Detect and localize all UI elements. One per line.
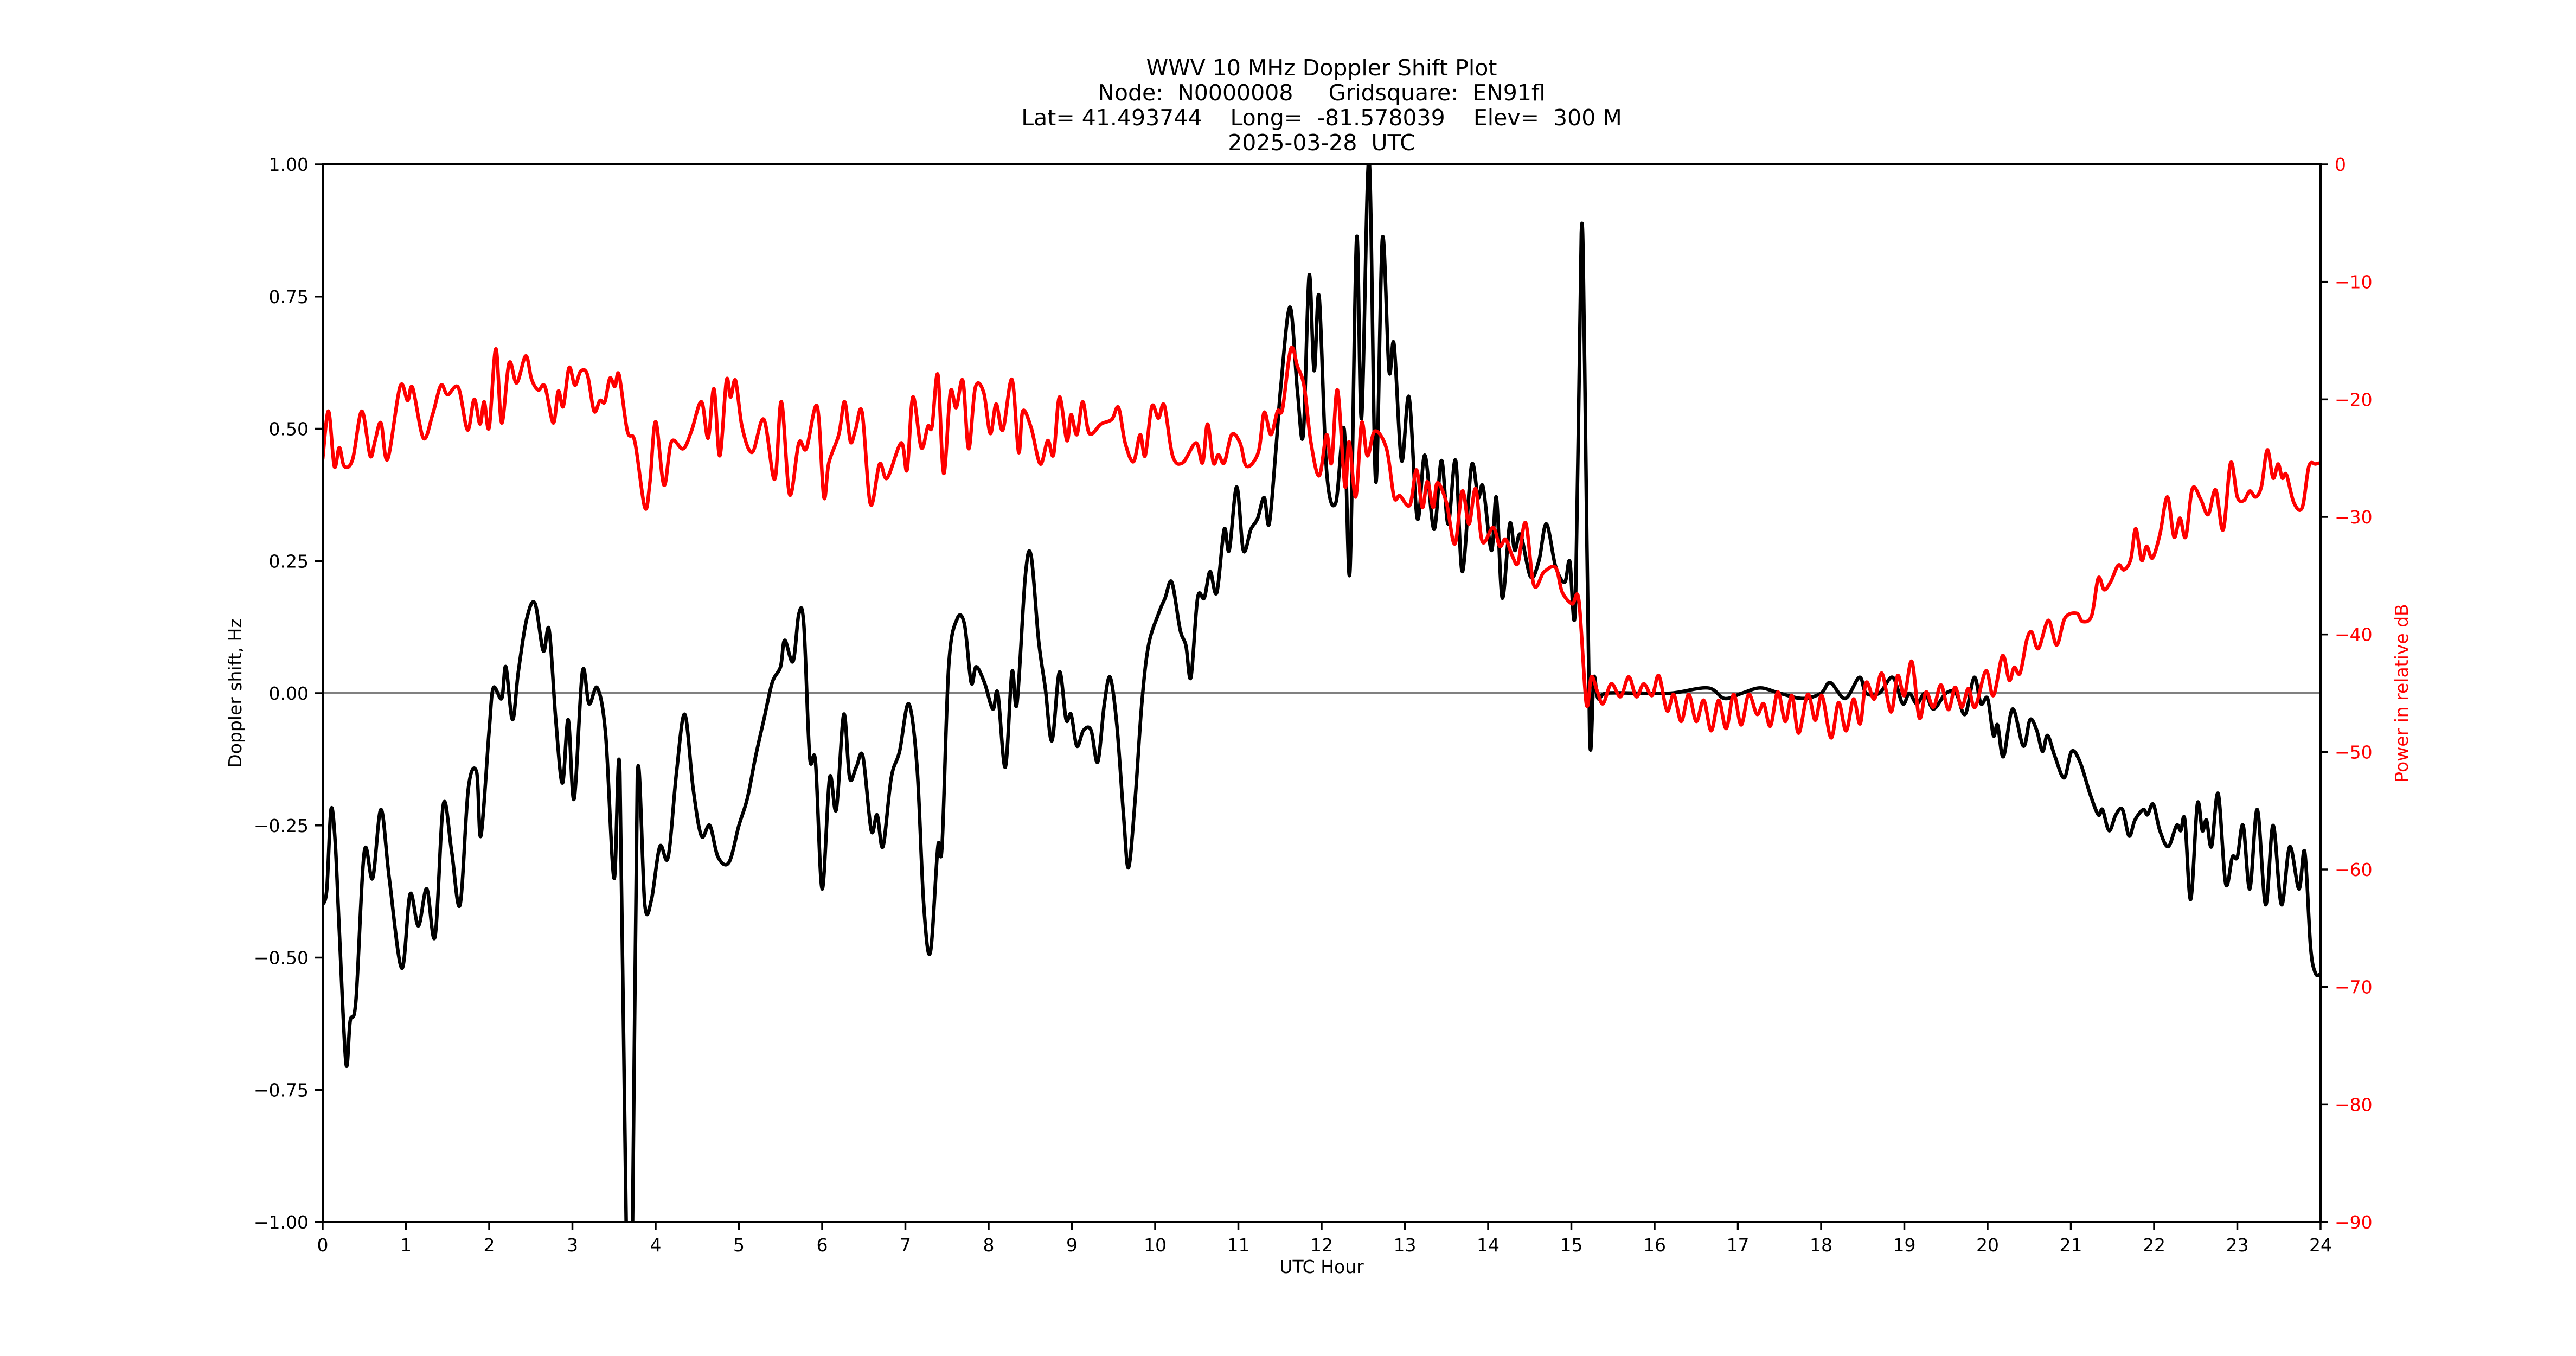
title-location: Lat= 41.493744 Long= -81.578039 Elev= 30… [1021, 105, 1622, 131]
right-y-tick-label: −80 [2335, 1094, 2373, 1115]
left-y-axis-label: Doppler shift, Hz [225, 618, 246, 767]
title-node-gridsquare: Node: N0000008 Gridsquare: EN91fl [1098, 80, 1546, 106]
title-date: 2025-03-28 UTC [1228, 130, 1415, 156]
x-tick-label: 13 [1394, 1235, 1417, 1256]
left-y-tick-label: 0.25 [269, 551, 309, 572]
right-y-tick-label: 0 [2335, 154, 2346, 175]
x-tick-label: 0 [317, 1235, 329, 1256]
left-y-tick-label: −1.00 [254, 1212, 309, 1233]
x-tick-label: 8 [983, 1235, 995, 1256]
x-tick-label: 22 [2143, 1235, 2165, 1256]
x-tick-label: 2 [484, 1235, 495, 1256]
x-tick-label: 4 [650, 1235, 662, 1256]
x-tick-label: 19 [1893, 1235, 1916, 1256]
left-y-tick-label: 0.50 [269, 419, 309, 440]
x-axis-label: UTC Hour [1279, 1256, 1364, 1277]
right-y-axis-label: Power in relative dB [2391, 604, 2412, 782]
x-tick-label: 16 [1643, 1235, 1666, 1256]
doppler-series-line [323, 164, 2321, 1222]
left-y-tick-label: 1.00 [269, 154, 309, 175]
plot-series [323, 164, 2321, 1222]
right-y-tick-label: −90 [2335, 1212, 2373, 1233]
left-y-tick-label: 0.75 [269, 286, 309, 308]
x-tick-label: 14 [1477, 1235, 1500, 1256]
right-y-tick-label: −10 [2335, 272, 2373, 293]
left-y-tick-label: −0.50 [254, 948, 309, 969]
x-tick-label: 3 [567, 1235, 578, 1256]
x-tick-label: 11 [1227, 1235, 1250, 1256]
x-tick-label: 1 [400, 1235, 412, 1256]
x-tick-label: 6 [817, 1235, 828, 1256]
x-tick-label: 23 [2226, 1235, 2249, 1256]
x-axis-ticks: 0 1 2 3 4 5 6 7 8 9 10 11 12 13 14 15 16 17 18 19 20 21 22 23 24 [317, 1222, 2332, 1256]
x-tick-label: 18 [1810, 1235, 1832, 1256]
left-y-axis-ticks: 1.00 0.75 0.50 0.25 0.00 −0.25 −0.50 −0.75 −1.00 [254, 154, 323, 1233]
x-tick-label: 21 [2060, 1235, 2082, 1256]
x-tick-label: 17 [1727, 1235, 1750, 1256]
x-tick-label: 5 [733, 1235, 745, 1256]
left-y-tick-label: 0.00 [269, 683, 309, 704]
x-tick-label: 9 [1066, 1235, 1078, 1256]
right-y-tick-label: −60 [2335, 859, 2373, 880]
right-y-tick-label: −30 [2335, 507, 2373, 528]
right-y-tick-label: −20 [2335, 389, 2373, 410]
right-y-tick-label: −40 [2335, 624, 2373, 645]
x-tick-label: 7 [900, 1235, 911, 1256]
x-tick-label: 20 [1976, 1235, 1999, 1256]
right-y-tick-label: −50 [2335, 741, 2373, 763]
x-tick-label: 24 [2309, 1235, 2332, 1256]
power-series-line [323, 346, 2321, 740]
x-tick-label: 10 [1144, 1235, 1167, 1256]
right-y-axis-ticks: 0 −10 −20 −30 −40 −50 −60 −70 −80 −90 [2321, 154, 2373, 1233]
x-tick-label: 12 [1310, 1235, 1333, 1256]
left-y-tick-label: −0.75 [254, 1079, 309, 1101]
chart-title: WWV 10 MHz Doppler Shift Plot Node: N000… [323, 55, 2321, 155]
title-main: WWV 10 MHz Doppler Shift Plot [1146, 55, 1497, 81]
x-tick-label: 15 [1560, 1235, 1583, 1256]
left-y-tick-label: −0.25 [254, 815, 309, 836]
right-y-tick-label: −70 [2335, 977, 2373, 998]
